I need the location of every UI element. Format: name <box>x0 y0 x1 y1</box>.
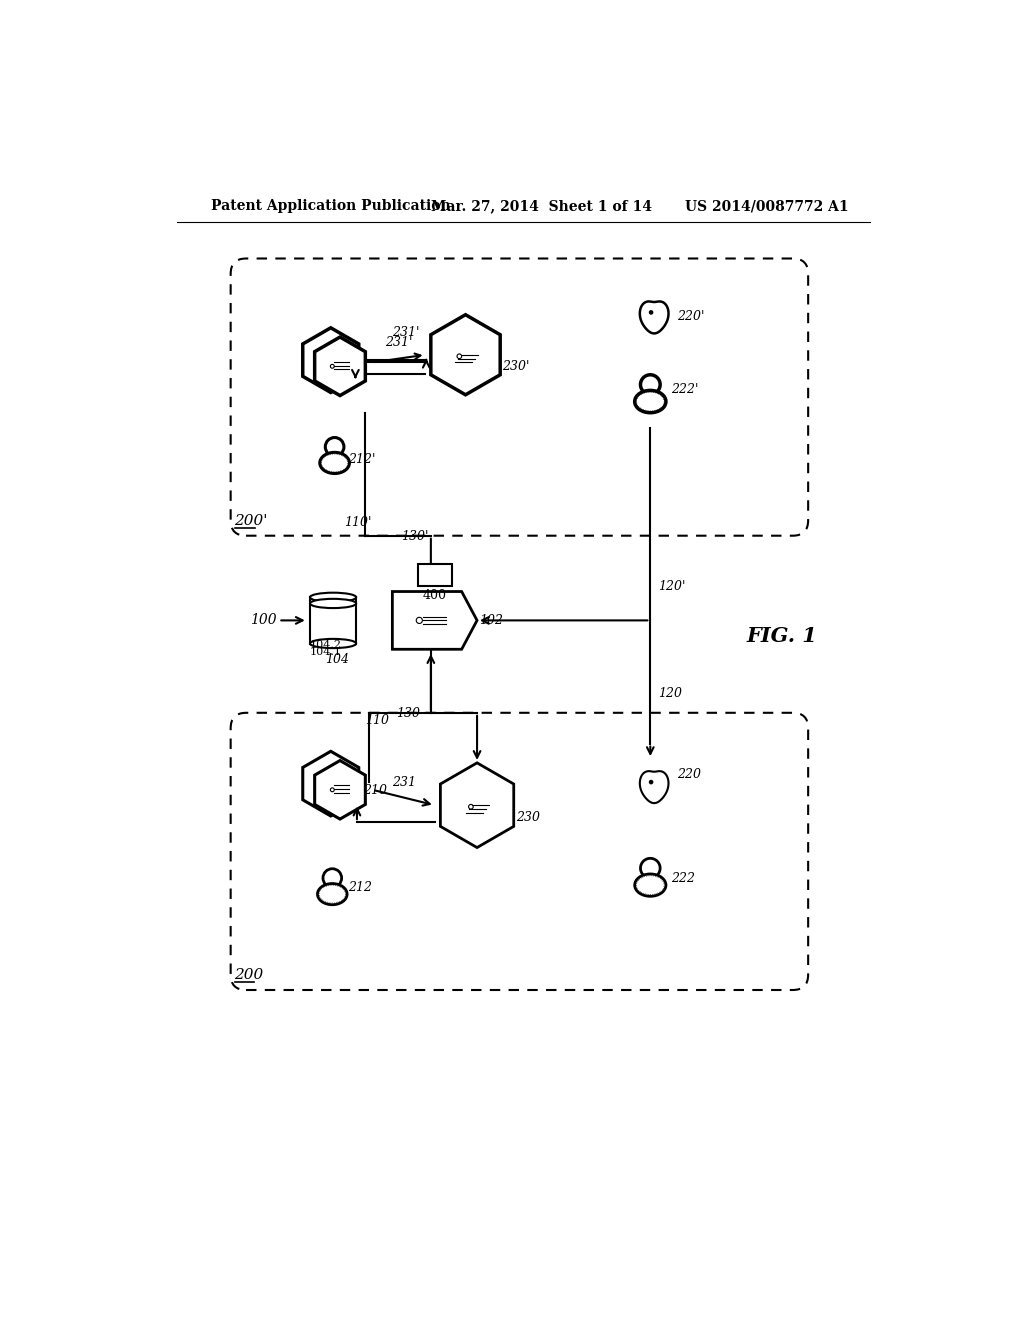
Text: 231: 231 <box>392 776 417 789</box>
Polygon shape <box>640 301 669 334</box>
Text: 104: 104 <box>326 653 349 665</box>
Text: 120': 120' <box>658 579 685 593</box>
Polygon shape <box>303 327 358 392</box>
Polygon shape <box>392 591 477 649</box>
Ellipse shape <box>310 599 356 609</box>
Text: 110': 110' <box>344 516 372 529</box>
Text: Mar. 27, 2014  Sheet 1 of 14: Mar. 27, 2014 Sheet 1 of 14 <box>431 199 652 213</box>
Text: 220: 220 <box>677 768 701 781</box>
Text: 222': 222' <box>671 383 698 396</box>
Circle shape <box>323 869 342 887</box>
Ellipse shape <box>319 453 349 474</box>
Polygon shape <box>310 598 356 644</box>
Text: 230': 230' <box>503 360 529 374</box>
Text: 130: 130 <box>396 708 420 721</box>
Bar <box>418 564 452 586</box>
Ellipse shape <box>310 639 356 648</box>
Text: 230: 230 <box>515 810 540 824</box>
Text: 231': 231' <box>385 337 412 350</box>
Polygon shape <box>303 751 358 816</box>
Text: 210: 210 <box>364 784 387 797</box>
Text: 130': 130' <box>401 531 429 544</box>
Text: Patent Application Publication: Patent Application Publication <box>211 199 451 213</box>
Text: 104.1: 104.1 <box>310 647 342 657</box>
Ellipse shape <box>635 391 666 413</box>
Text: 120: 120 <box>658 688 682 701</box>
Circle shape <box>326 437 344 457</box>
Ellipse shape <box>317 883 347 904</box>
Polygon shape <box>431 314 500 395</box>
Text: 102: 102 <box>479 614 504 627</box>
Polygon shape <box>314 337 366 396</box>
Ellipse shape <box>635 874 666 896</box>
Circle shape <box>649 310 653 314</box>
Polygon shape <box>640 771 669 803</box>
Text: 220': 220' <box>677 310 705 323</box>
Circle shape <box>640 375 660 395</box>
Text: 222: 222 <box>671 873 695 886</box>
Circle shape <box>640 858 660 878</box>
Text: 200: 200 <box>234 969 264 982</box>
Text: 212': 212' <box>348 453 376 466</box>
Ellipse shape <box>310 593 356 602</box>
Polygon shape <box>314 760 366 818</box>
Text: 400: 400 <box>423 589 446 602</box>
Text: 104.2: 104.2 <box>310 640 342 651</box>
Text: 231': 231' <box>392 326 420 338</box>
Text: 212: 212 <box>348 882 372 895</box>
Text: US 2014/0087772 A1: US 2014/0087772 A1 <box>685 199 849 213</box>
Text: 110: 110 <box>366 714 389 727</box>
Text: 100: 100 <box>250 614 276 627</box>
Circle shape <box>649 780 653 784</box>
Text: FIG. 1: FIG. 1 <box>746 626 817 645</box>
Text: 200': 200' <box>234 513 268 528</box>
Polygon shape <box>440 763 514 847</box>
